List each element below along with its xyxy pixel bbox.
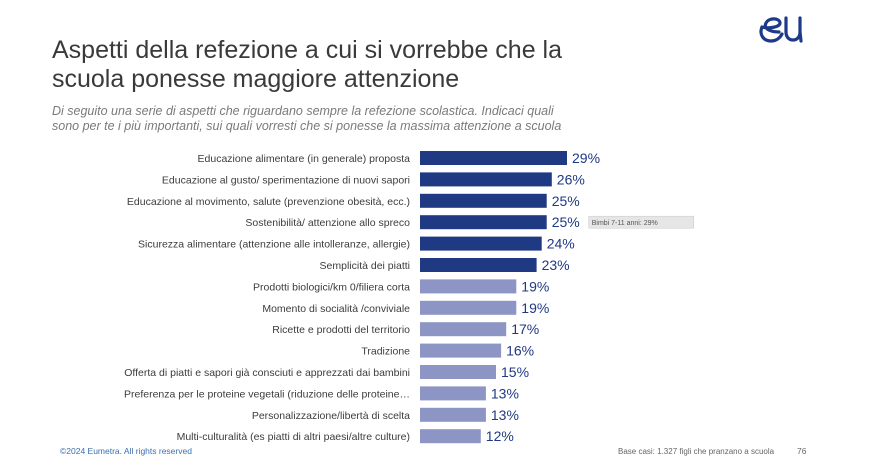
value-label: 12% xyxy=(486,428,514,444)
value-label: 13% xyxy=(491,407,519,423)
page-number: 76 xyxy=(797,446,807,456)
eumetra-logo-icon xyxy=(759,16,803,43)
bar xyxy=(420,279,517,294)
category-label: Momento di socialità /conviviale xyxy=(262,303,410,315)
value-label: 19% xyxy=(521,278,549,294)
bar xyxy=(420,386,486,401)
bar xyxy=(420,322,507,337)
annotation-text: Bimbi 7-11 anni: 29% xyxy=(592,220,658,227)
subtitle-line-1: Di seguito una serie di aspetti che rigu… xyxy=(52,104,554,118)
annotation-box xyxy=(588,215,694,229)
bar xyxy=(420,215,547,230)
category-label: Educazione al movimento, salute (prevenz… xyxy=(127,196,410,208)
bar xyxy=(420,407,486,422)
bar xyxy=(420,429,481,444)
bar xyxy=(420,343,502,358)
category-label: Tradizione xyxy=(361,346,410,358)
category-label: Semplicità dei piatti xyxy=(320,260,410,272)
title-line-2: scuola ponesse maggiore attenzione xyxy=(52,65,460,93)
value-label: 29% xyxy=(572,150,600,166)
category-label: Sicurezza alimentare (attenzione alle in… xyxy=(138,239,410,251)
value-label: 16% xyxy=(506,343,534,359)
value-label: 24% xyxy=(547,236,575,252)
category-label: Offerta di piatti e sapori già consciuti… xyxy=(124,367,410,379)
copyright-text: ©2024 Eumetra. All rights reserved xyxy=(60,446,192,456)
bar xyxy=(420,365,496,379)
category-label: Preferenza per le proteine vegetali (rid… xyxy=(124,388,410,400)
category-label: Multi-culturalità (es piatti di altri pa… xyxy=(177,431,410,443)
page-subtitle: Di seguito una serie di aspetti che rigu… xyxy=(52,104,672,134)
value-label: 25% xyxy=(552,193,580,209)
page-title: Aspetti della refezione a cui si vorrebb… xyxy=(52,36,732,94)
bar xyxy=(420,172,552,187)
bar xyxy=(420,193,547,208)
category-label: Educazione al gusto/ sperimentazione di … xyxy=(162,174,410,186)
bar xyxy=(420,236,542,251)
bar xyxy=(420,151,567,165)
category-label: Educazione alimentare (in generale) prop… xyxy=(198,153,411,165)
value-label: 26% xyxy=(557,171,585,187)
bar xyxy=(420,258,537,272)
value-label: 13% xyxy=(491,385,519,401)
value-label: 15% xyxy=(501,364,529,380)
category-label: Personalizzazione/libertà di scelta xyxy=(252,410,410,422)
value-label: 17% xyxy=(511,321,539,337)
subtitle-line-2: sono per te i più importanti, sui quali … xyxy=(52,119,562,133)
category-label: Ricette e prodotti del territorio xyxy=(272,324,410,336)
base-note: Base casi: 1.327 figli che pranzano a sc… xyxy=(618,447,775,456)
value-label: 25% xyxy=(552,214,580,230)
title-line-1: Aspetti della refezione a cui si vorrebb… xyxy=(52,36,563,64)
category-label: Prodotti biologici/km 0/filiera corta xyxy=(253,281,410,293)
value-label: 19% xyxy=(521,300,549,316)
category-label: Sostenibilità/ attenzione allo spreco xyxy=(245,217,410,229)
bar xyxy=(420,300,517,315)
value-label: 23% xyxy=(542,257,570,273)
